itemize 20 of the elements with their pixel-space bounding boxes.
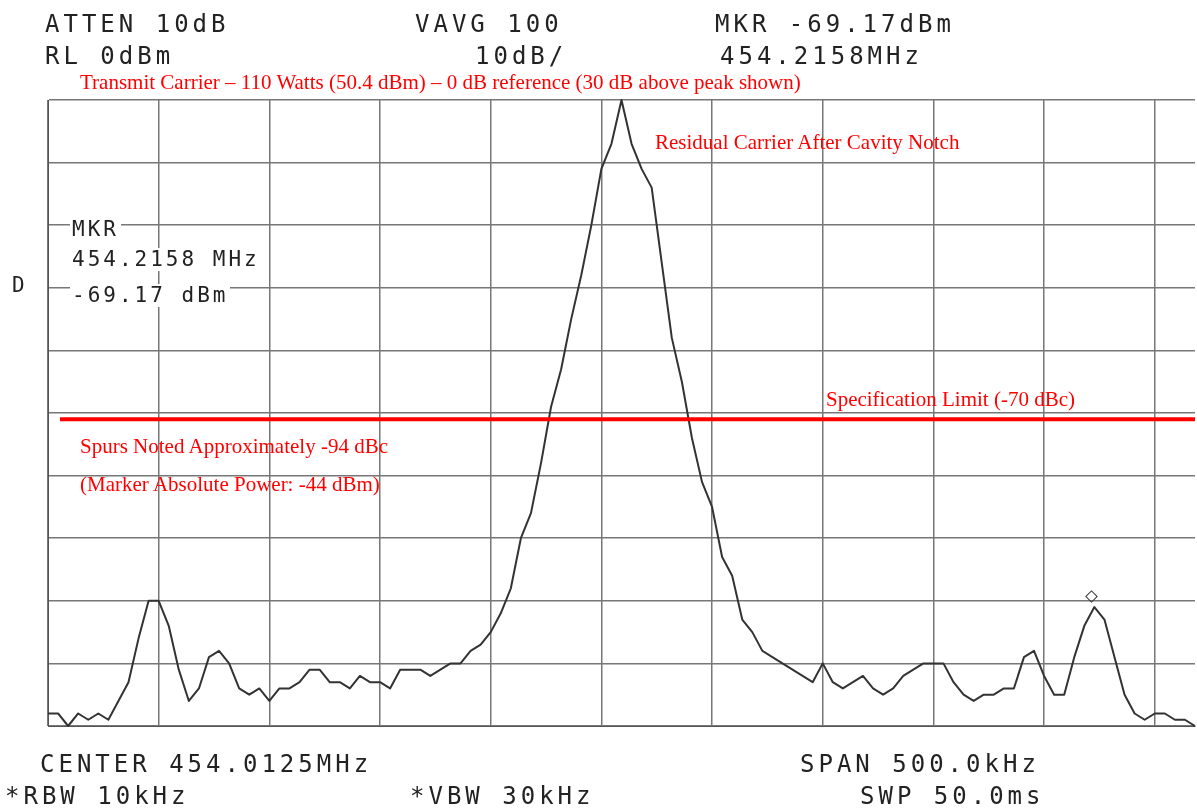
text: *VBW 30kHz (410, 782, 595, 810)
text: 454.2158MHz (720, 42, 923, 70)
text: RL 0dBm (45, 42, 175, 70)
text: ATTEN 10dB (45, 10, 230, 38)
text: SWP 50.0ms (860, 782, 1045, 810)
annotation: Residual Carrier After Cavity Notch (655, 130, 960, 154)
text: D (10, 273, 30, 297)
text: MKR -69.17dBm (715, 10, 955, 38)
text: CENTER 454.0125MHz (40, 750, 373, 778)
ref-line-label: Specification Limit (-70 dBc) (825, 387, 1075, 412)
annotation: 454.2158 MHz (70, 247, 262, 271)
text: 10dB/ (475, 42, 568, 70)
annotation: MKR (70, 217, 121, 241)
text: VAVG 100 (415, 10, 563, 38)
text: SPAN 500.0kHz (800, 750, 1040, 778)
annotation: Spurs Noted Approximately -94 dBc (80, 434, 388, 458)
text: *RBW 10kHz (5, 782, 190, 810)
annotation: (Marker Absolute Power: -44 dBm) (80, 472, 380, 496)
text: Transmit Carrier – 110 Watts (50.4 dBm) – 0 dB reference (30 dB above peak shown) (80, 70, 801, 94)
annotation: -69.17 dBm (70, 283, 231, 307)
